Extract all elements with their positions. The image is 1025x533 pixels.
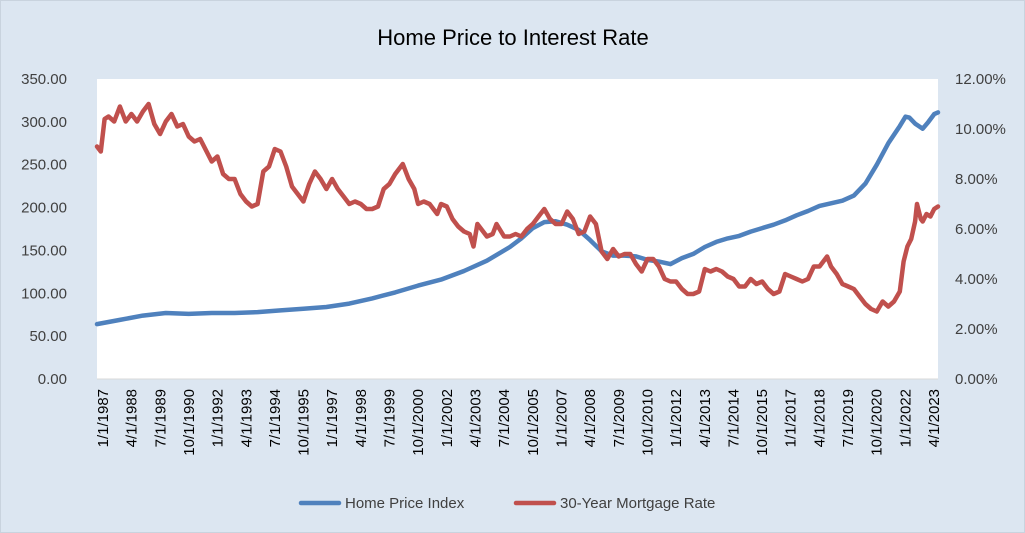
legend: Home Price Index 30-Year Mortgage Rate (298, 495, 715, 512)
left-y-tick-label: 200.00 (21, 200, 67, 217)
legend-label: Home Price Index (345, 495, 465, 512)
x-tick-label: 4/1/1998 (353, 389, 370, 447)
x-tick-label: 7/1/1999 (382, 389, 399, 447)
x-tick-label: 1/1/1987 (95, 389, 112, 447)
x-tick-label: 1/1/2012 (668, 389, 685, 447)
right-y-tick-label: 6.00% (955, 221, 998, 238)
left-y-tick-label: 150.00 (21, 242, 67, 259)
x-tick-label: 10/1/2005 (525, 389, 542, 456)
series-lines (94, 101, 941, 327)
right-y-tick-label: 0.00% (955, 371, 998, 388)
x-tick-label: 7/1/2019 (840, 389, 857, 447)
left-y-tick-label: 100.00 (21, 285, 67, 302)
left-y-tick-label: 350.00 (21, 71, 67, 88)
x-tick-label: 4/1/2003 (468, 389, 485, 447)
x-tick-label: 1/1/2007 (553, 389, 570, 447)
x-tick-label: 4/1/1988 (124, 389, 141, 447)
x-tick-label: 7/1/1994 (267, 389, 284, 447)
x-tick-label: 4/1/2018 (811, 389, 828, 447)
x-tick-label: 10/1/1995 (296, 389, 313, 456)
right-y-tick-label: 2.00% (955, 321, 998, 338)
x-tick-label: 1/1/1992 (210, 389, 227, 447)
x-tick-label: 4/1/2013 (697, 389, 714, 447)
x-tick-label: 10/1/2015 (754, 389, 771, 456)
plot-area (97, 79, 938, 379)
x-tick-label: 1/1/2022 (897, 389, 914, 447)
right-y-tick-label: 10.00% (955, 121, 1006, 138)
left-y-tick-label: 0.00 (38, 371, 67, 388)
x-tick-label: 1/1/2017 (783, 389, 800, 447)
x-tick-label: 7/1/1989 (152, 389, 169, 447)
x-axis: 1/1/1987 4/1/1988 7/1/1989 10/1/1990 1/1/199… (95, 378, 943, 456)
left-y-tick-label: 300.00 (21, 114, 67, 131)
right-y-axis: 0.00% 2.00% 4.00% 6.00% 8.00% 10.00% 12.00% (955, 71, 1006, 388)
mortgage-rate-line (94, 101, 941, 314)
right-y-tick-label: 12.00% (955, 71, 1006, 88)
x-tick-label: 7/1/2014 (725, 389, 742, 447)
x-tick-label: 4/1/1993 (238, 389, 255, 447)
x-tick-label: 1/1/1997 (324, 389, 341, 447)
x-tick-label: 7/1/2004 (496, 389, 513, 447)
legend-label: 30-Year Mortgage Rate (560, 495, 715, 512)
x-tick-label: 10/1/2020 (869, 389, 886, 456)
x-tick-label: 4/1/2023 (926, 389, 943, 447)
right-y-tick-label: 8.00% (955, 171, 998, 188)
x-tick-label: 1/1/2002 (439, 389, 456, 447)
left-y-tick-label: 250.00 (21, 157, 67, 174)
plot-background (97, 79, 938, 379)
chart-title: Home Price to Interest Rate (377, 25, 648, 50)
x-tick-label: 10/1/2000 (410, 389, 427, 456)
left-y-axis: 0.00 50.00 100.00 150.00 200.00 250.00 300.00 3… (21, 71, 67, 388)
x-tick-label: 4/1/2008 (582, 389, 599, 447)
right-y-tick-label: 4.00% (955, 271, 998, 288)
left-y-tick-label: 50.00 (29, 328, 67, 345)
x-tick-label: 10/1/1990 (181, 389, 198, 456)
x-tick-label: 10/1/2010 (639, 389, 656, 456)
x-tick-label: 7/1/2009 (611, 389, 628, 447)
